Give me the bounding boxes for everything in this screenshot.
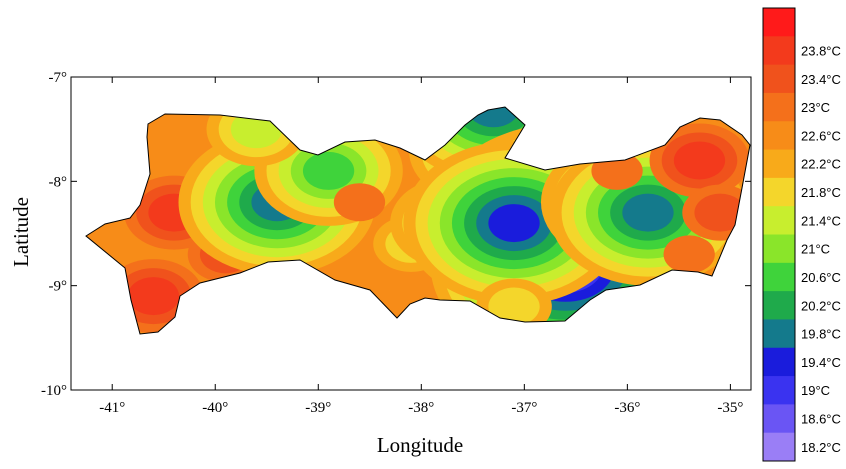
y-tick-label: -8° [49,174,68,190]
colorbar-label: 21.8°C [801,185,841,200]
x-axis-label: Longitude [377,433,463,457]
colorbar-swatch [763,404,795,434]
y-tick-label: -10° [41,383,67,399]
colorbar-label: 18.2°C [801,440,841,455]
colorbar-label: 21°C [801,242,830,257]
colorbar-swatch [763,376,795,405]
x-tick-label: -35° [717,400,743,416]
colorbar-label: 23.8°C [801,43,841,58]
colorbar-label: 20.2°C [801,298,841,313]
x-tick-label: -37° [511,400,537,416]
colorbar-label: 23°C [801,100,830,115]
colorbar-label: 19.8°C [801,327,841,342]
x-tick-label: -36° [614,400,640,416]
colorbar-swatch [763,262,795,292]
plot-frame [70,76,752,391]
temperature-contour [663,235,715,274]
colorbar-swatch [763,92,795,122]
x-axis: -41° -40° -39° -38° -37° -36° -35° [99,77,743,416]
colorbar-label: 21.4°C [801,213,841,228]
temperature-contour [467,107,520,128]
temperature-contour [694,193,746,232]
state-boundary [85,106,751,335]
temperature-field [86,107,750,334]
x-tick-label: -38° [408,400,434,416]
temperature-contour [455,107,532,137]
colorbar-swatch [763,177,795,207]
temperature-contour [488,287,540,326]
colorbar-frame [762,7,796,462]
y-axis: -7° -8° -9° -10° [41,70,751,399]
x-tick-label: -39° [305,400,331,416]
colorbar-swatch [763,234,795,264]
colorbar-swatch [763,64,795,94]
colorbar-swatch [763,8,795,37]
colorbar-swatch [763,319,795,349]
y-tick-label: -9° [49,279,68,295]
x-tick-label: -40° [202,400,228,416]
colorbar-label: 19°C [801,383,830,398]
y-tick-label: -7° [49,70,68,86]
temperature-contour [230,110,283,149]
temperature-contour [302,151,355,190]
colorbar-label: 22.6°C [801,128,841,143]
colorbar-swatch [763,206,795,235]
temperature-contour [673,141,726,180]
colorbar-label: 22.2°C [801,157,841,172]
colorbar-swatch [763,432,795,462]
temperature-contour [127,277,180,316]
y-axis-label: Latitude [9,197,33,267]
temperature-contour [622,193,674,232]
colorbar-label: 19.4°C [801,355,841,370]
colorbar-swatch [763,347,795,377]
colorbar-swatch [763,149,795,179]
colorbar-swatch [763,36,795,66]
colorbar-swatch [763,121,795,151]
temperature-contour [488,204,540,243]
colorbar-swatch [763,291,795,320]
temperature-contour [591,151,643,190]
colorbar-label: 23.4°C [801,72,841,87]
x-tick-label: -41° [99,400,125,416]
colorbar-legend: 23.8°C 23.4°C 23°C 22.6°C 22.2°C 21.8°C 21.4°C… [762,7,841,462]
temperature-contour [333,183,386,222]
colorbar-label: 18.6°C [801,412,841,427]
colorbar-label: 20.6°C [801,270,841,285]
